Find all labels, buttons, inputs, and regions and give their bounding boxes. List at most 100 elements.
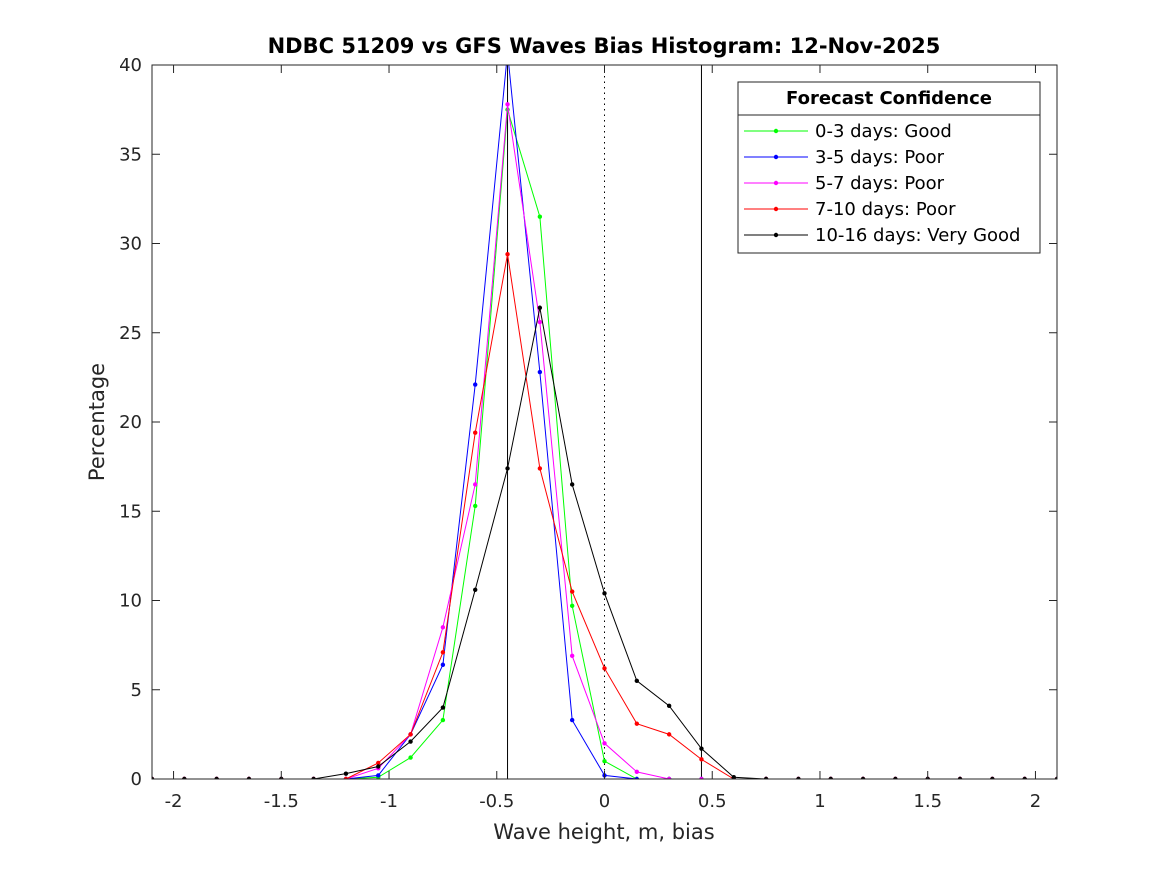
legend-entry: 10-16 days: Very Good [744,225,1020,246]
data-point [537,305,543,310]
data-point [860,776,866,779]
reference-lines [507,65,702,779]
data-point [634,776,640,779]
data-point [569,717,575,723]
legend-swatch-marker [773,180,779,186]
data-point [1054,776,1057,779]
data-point [602,741,607,746]
data-point [699,757,704,762]
data-point [473,482,478,487]
data-point [343,771,349,776]
data-point [634,678,640,684]
x-tick-label: -1.5 [264,791,299,812]
x-tick-label: 2 [1030,791,1041,812]
x-axis-ticks: -2 -1.5 -1 -0.5 0 0.5 1 1.5 2 [165,65,1041,812]
data-point [893,776,898,779]
legend-entries: 0-3 days: Good 3-5 days: Poor 5-7 days: Po… [744,121,1020,246]
legend-entry: 3-5 days: Poor [744,147,945,168]
data-point [990,776,995,779]
x-tick-label: 0 [599,791,610,812]
data-point [763,776,769,779]
data-point [376,760,381,766]
data-point [828,776,833,779]
data-point [796,776,801,779]
legend: Forecast Confidence 0-3 days: Good 3-5 da… [737,81,1041,254]
data-point [1022,776,1027,779]
legend-swatch-marker [773,154,779,160]
data-point [473,430,478,435]
data-point [408,739,413,744]
data-point [343,776,349,779]
series-4 [152,305,1057,779]
y-tick-label: 30 [119,234,142,255]
data-point [440,650,446,655]
data-point [440,662,446,667]
data-point [473,382,478,387]
data-point [473,503,478,509]
data-point [408,732,413,737]
legend-entry: 0-3 days: Good [744,121,952,142]
data-point [569,482,575,487]
y-tick-label: 25 [119,323,142,344]
data-point [602,666,607,671]
y-axis-ticks: 0 5 10 15 20 25 30 35 40 [119,55,1057,790]
y-tick-label: 15 [119,501,142,522]
x-tick-label: 0.5 [698,791,727,812]
y-tick-label: 0 [131,769,142,790]
data-point [182,776,187,779]
data-point [505,466,510,471]
data-point [440,625,446,630]
legend-entry: 7-10 days: Poor [744,199,956,220]
legend-swatch-marker [773,206,779,212]
x-tick-label: -2 [165,791,183,812]
data-point [537,319,543,325]
legend-swatch-marker [773,128,779,134]
chart-title: NDBC 51209 vs GFS Waves Bias Histogram: … [268,34,941,58]
y-tick-label: 10 [119,591,142,612]
data-point [731,775,736,779]
data-point [602,758,607,764]
y-tick-label: 35 [119,144,142,165]
data-point [666,776,672,779]
legend-swatch-marker [773,232,779,238]
data-point [537,214,543,219]
data-point [473,587,478,592]
data-point [214,776,219,779]
data-point [699,776,704,779]
data-point [311,776,316,779]
legend-label: 5-7 days: Poor [815,173,945,194]
data-point [537,466,543,471]
data-point [569,589,575,594]
legend-entry: 5-7 days: Poor [744,173,945,194]
legend-label: 7-10 days: Poor [815,199,956,220]
data-point [376,773,381,778]
data-point [440,717,446,723]
data-point [440,705,446,710]
data-point [666,703,672,709]
data-point [569,653,575,659]
x-tick-label: -1 [380,791,398,812]
data-point [666,732,672,737]
x-axis-label: Wave height, m, bias [493,820,714,844]
y-tick-label: 5 [131,680,142,701]
legend-box [737,81,1041,254]
legend-label: 10-16 days: Very Good [815,225,1020,246]
data-point [376,764,381,769]
data-point [634,721,640,726]
data-point [569,603,575,609]
data-point [602,591,607,596]
data-point [246,776,252,779]
legend-title: Forecast Confidence [786,88,992,109]
data-point [505,102,510,107]
x-tick-label: 1 [814,791,825,812]
data-point [152,776,155,779]
data-point [957,776,963,779]
y-tick-label: 20 [119,412,142,433]
data-point [505,252,510,257]
data-point [537,369,543,375]
data-point [634,769,640,775]
data-point [408,755,413,760]
x-tick-label: 1.5 [913,791,942,812]
y-tick-label: 40 [119,55,142,76]
